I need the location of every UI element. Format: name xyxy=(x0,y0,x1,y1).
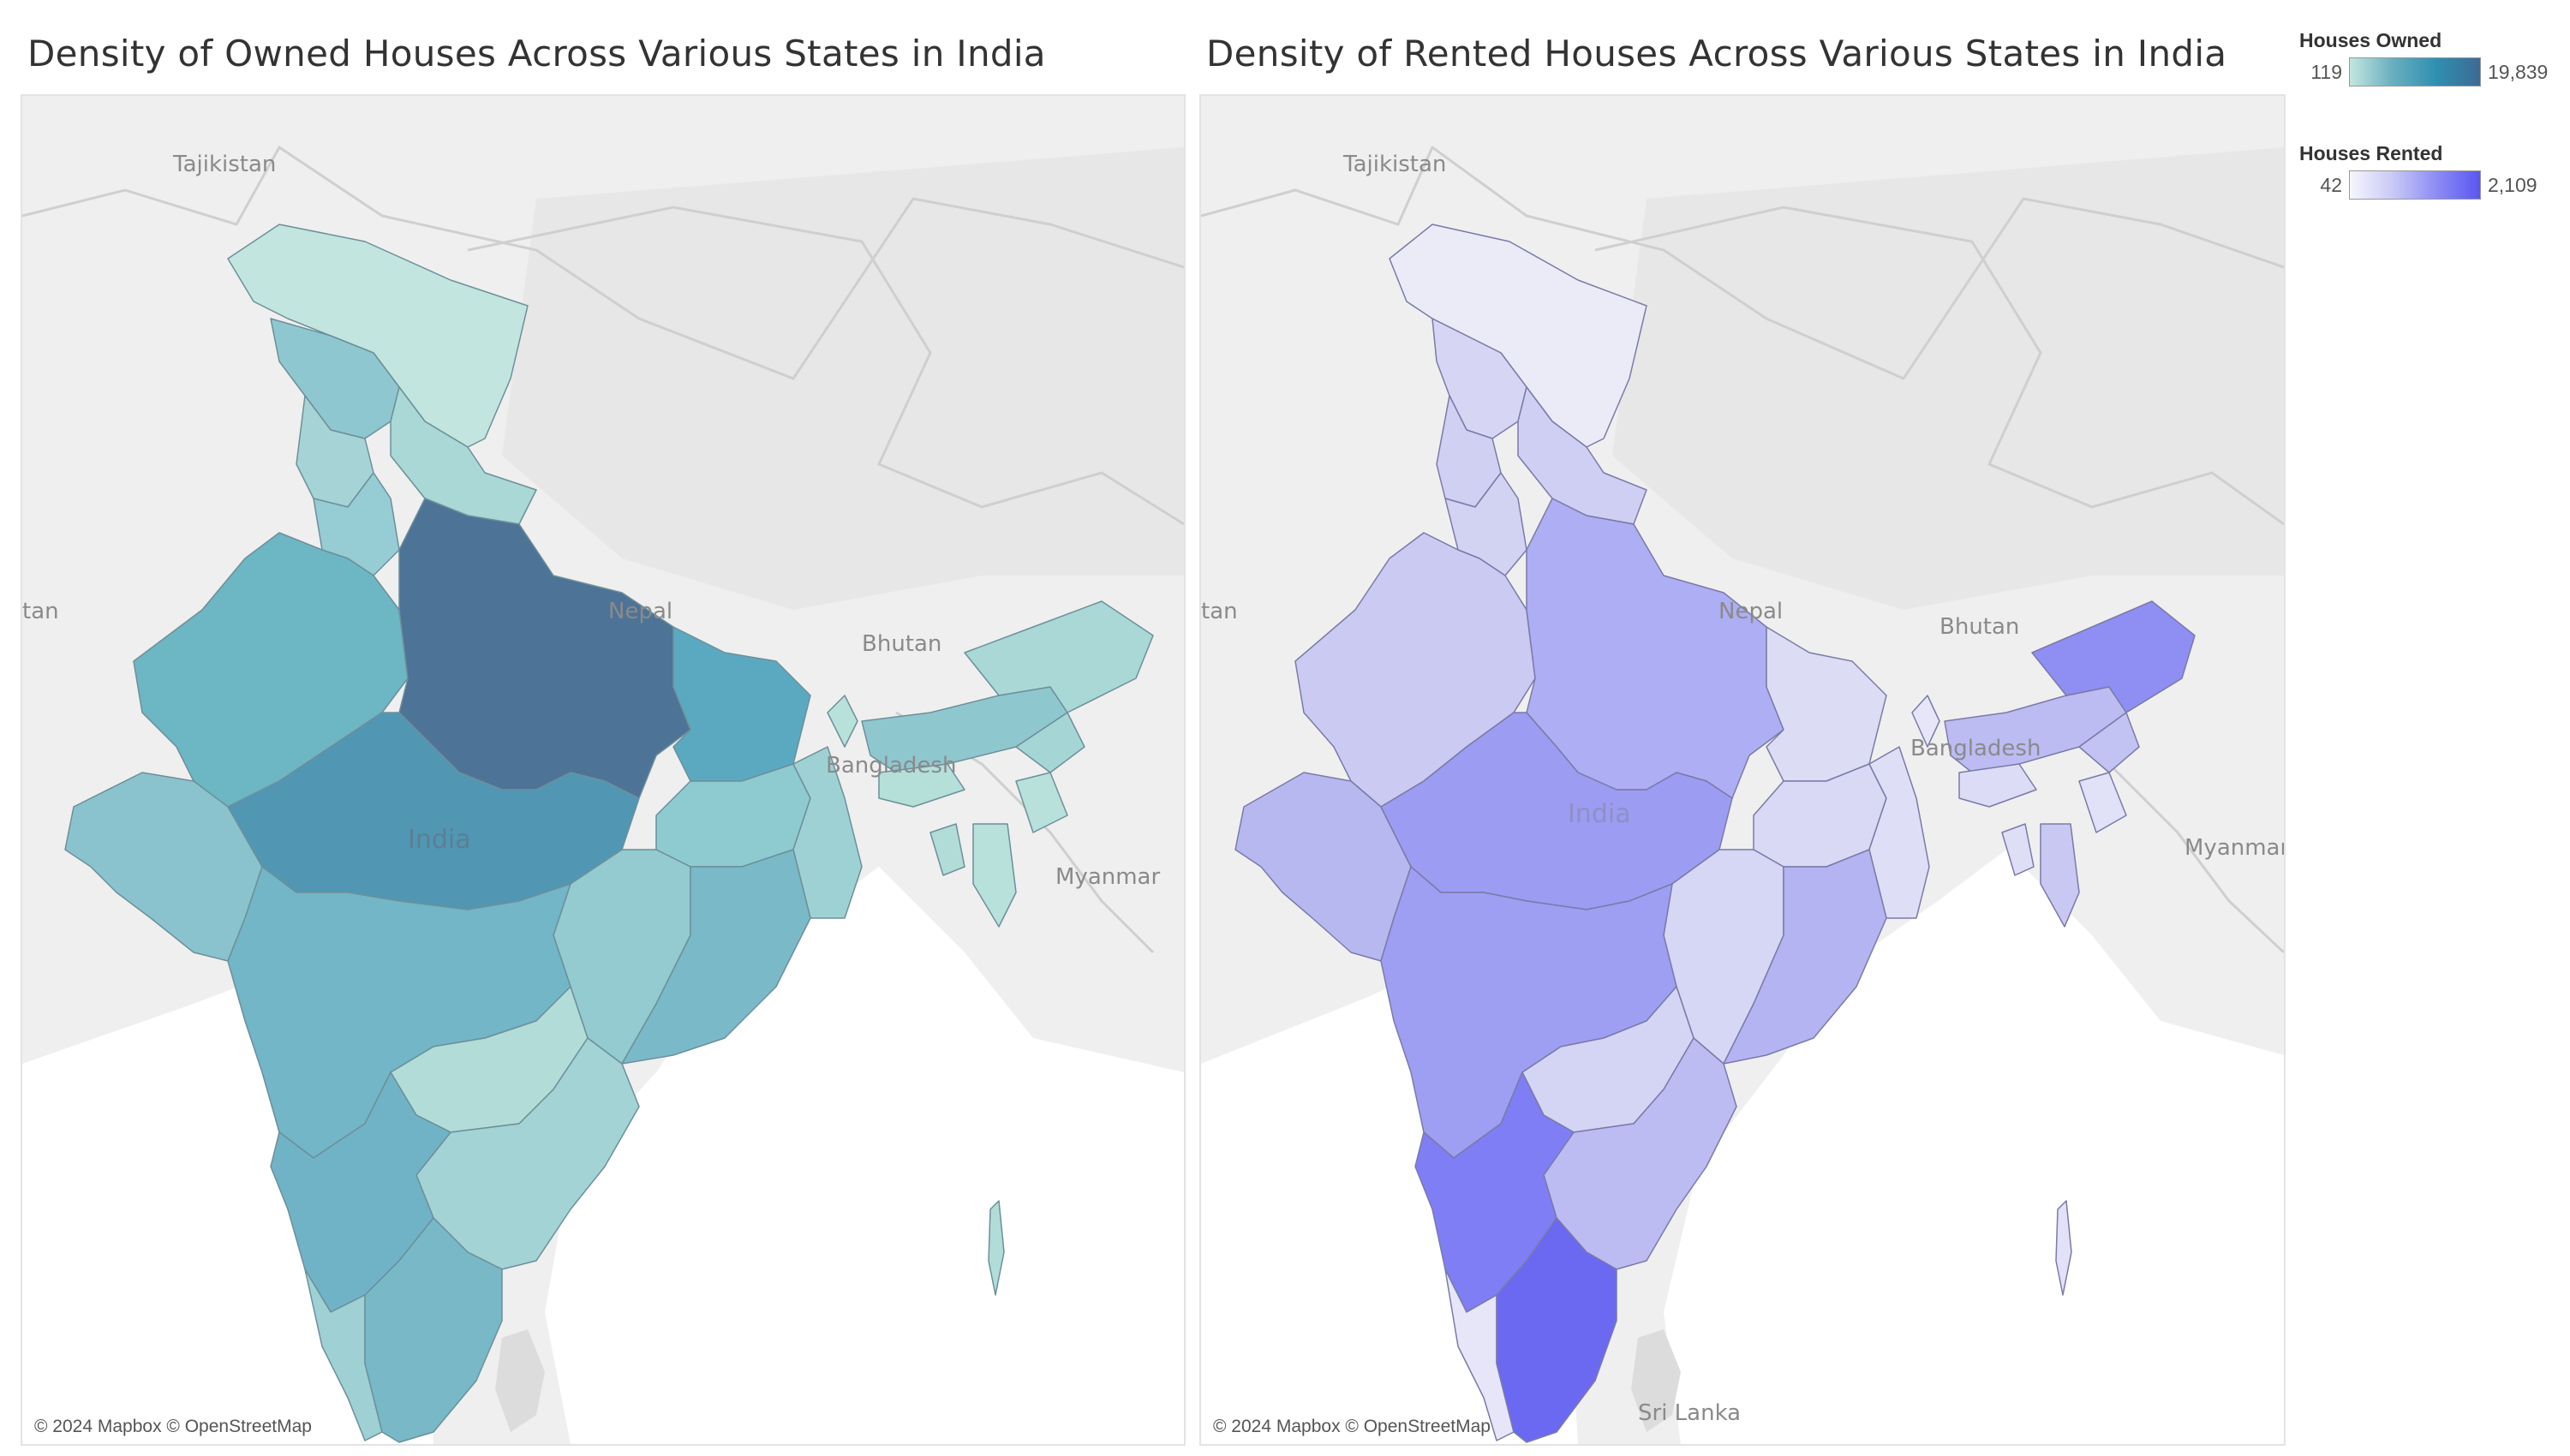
rented-houses-map[interactable]: Tajikistan tan Nepal Bhutan Bangladesh M… xyxy=(1199,94,2286,1446)
left-map-title: Density of Owned Houses Across Various S… xyxy=(27,33,1046,75)
label-tan: tan xyxy=(1201,599,1238,624)
legend-houses-rented[interactable]: Houses Rented 42 2,109 xyxy=(2299,142,2537,200)
map-copyright: © 2024 Mapbox © OpenStreetMap xyxy=(1213,1417,1491,1436)
label-bhutan: Bhutan xyxy=(862,631,941,657)
state-odisha[interactable] xyxy=(621,849,811,1065)
right-map-title: Density of Rented Houses Across Various … xyxy=(1206,33,2227,75)
label-tajikistan: Tajikistan xyxy=(1342,152,1446,177)
border-line xyxy=(2040,711,2284,954)
label-bhutan: Bhutan xyxy=(1939,614,2019,640)
state-mizoram[interactable] xyxy=(2040,823,2080,928)
label-india: India xyxy=(408,825,471,855)
state-nagaland[interactable] xyxy=(2078,712,2140,773)
state-mizoram[interactable] xyxy=(972,823,1017,928)
label-sri-lanka: Sri Lanka xyxy=(1638,1400,1741,1426)
state-meghalaya[interactable] xyxy=(878,763,965,808)
state-nagaland[interactable] xyxy=(1015,712,1085,773)
state-himachal[interactable] xyxy=(270,318,400,439)
label-bangladesh: Bangladesh xyxy=(826,753,956,779)
state-arunachal[interactable] xyxy=(2031,600,2196,713)
legend-max: 2,109 xyxy=(2488,173,2537,196)
border-line xyxy=(1201,145,2284,380)
sri-lanka-land xyxy=(495,1329,545,1432)
state-tripura[interactable] xyxy=(2001,823,2035,876)
state-odisha[interactable] xyxy=(1723,849,1887,1065)
legend-title: Houses Owned xyxy=(2299,29,2442,51)
border-line xyxy=(1594,206,2284,526)
state-west-bengal[interactable] xyxy=(792,746,863,919)
label-myanmar: Myanmar xyxy=(2184,835,2284,861)
legend-title: Houses Rented xyxy=(2299,142,2443,164)
legend-min: 119 xyxy=(2310,60,2342,83)
state-bihar[interactable] xyxy=(1766,626,1887,782)
legend-min: 42 xyxy=(2320,173,2342,196)
label-bangladesh: Bangladesh xyxy=(1910,736,2041,761)
state-andaman[interactable] xyxy=(988,1200,1005,1296)
legend-max: 19,839 xyxy=(2488,60,2549,83)
owned-houses-map[interactable]: Tajikistan tan Nepal Bhutan Bangladesh M… xyxy=(21,94,1186,1446)
state-west-bengal[interactable] xyxy=(1868,746,1930,919)
label-nepal: Nepal xyxy=(1718,599,1783,624)
state-andaman[interactable] xyxy=(2055,1200,2072,1296)
state-bihar[interactable] xyxy=(672,626,811,782)
tibet-plateau xyxy=(502,147,1184,610)
color-ramp xyxy=(2349,57,2481,87)
sri-lanka-land xyxy=(1631,1329,1681,1432)
border-line xyxy=(467,206,1184,526)
label-nepal: Nepal xyxy=(608,599,672,624)
map-copyright: © 2024 Mapbox © OpenStreetMap xyxy=(34,1417,312,1436)
state-meghalaya[interactable] xyxy=(1958,763,2037,808)
state-manipur[interactable] xyxy=(2078,772,2127,833)
state-tamil-nadu[interactable] xyxy=(364,1217,503,1443)
state-sikkim[interactable] xyxy=(827,695,858,748)
legend-houses-owned[interactable]: Houses Owned 119 19,839 xyxy=(2299,29,2548,87)
bay-of-bengal xyxy=(1664,850,2284,1444)
label-india: India xyxy=(1568,799,1631,829)
color-ramp xyxy=(2349,170,2481,200)
label-tan: tan xyxy=(22,599,59,624)
state-tripura[interactable] xyxy=(929,823,965,876)
tibet-plateau xyxy=(1612,147,2284,610)
label-myanmar: Myanmar xyxy=(1055,864,1160,890)
owned-map-canvas: Tajikistan tan Nepal Bhutan Bangladesh M… xyxy=(22,145,1184,1444)
state-manipur[interactable] xyxy=(1015,772,1068,833)
state-sikkim[interactable] xyxy=(1911,695,1940,748)
state-arunachal[interactable] xyxy=(964,600,1154,713)
label-tajikistan: Tajikistan xyxy=(172,152,276,177)
state-tamil-nadu[interactable] xyxy=(1496,1217,1617,1443)
border-line xyxy=(22,145,1184,380)
rented-map-canvas: Tajikistan tan Nepal Bhutan Bangladesh M… xyxy=(1201,145,2284,1444)
